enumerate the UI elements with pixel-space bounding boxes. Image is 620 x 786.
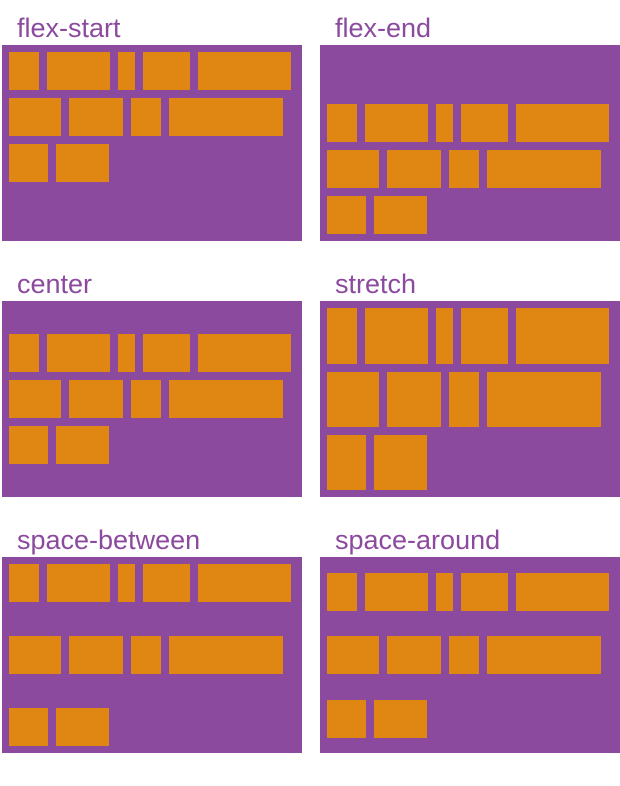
panel-title: stretch bbox=[335, 269, 417, 300]
flex-item bbox=[56, 426, 109, 465]
flex-item bbox=[387, 371, 441, 427]
flex-item bbox=[69, 636, 123, 675]
flex-item bbox=[9, 52, 39, 91]
flex-container bbox=[2, 301, 302, 498]
flex-container bbox=[320, 301, 620, 498]
flex-item bbox=[365, 308, 428, 364]
flex-item bbox=[9, 380, 61, 419]
flex-item bbox=[9, 426, 48, 465]
flex-item bbox=[487, 150, 601, 189]
flex-item bbox=[198, 334, 291, 373]
flex-item bbox=[327, 150, 379, 189]
flex-item bbox=[327, 434, 366, 491]
flex-item bbox=[118, 52, 135, 91]
flex-item bbox=[47, 564, 110, 603]
flex-item bbox=[118, 564, 135, 603]
flex-item bbox=[516, 308, 609, 364]
flex-item bbox=[436, 573, 453, 612]
flex-container bbox=[2, 45, 302, 242]
align-content-panel-flex-end: flex-end bbox=[320, 13, 620, 242]
flex-item bbox=[374, 434, 427, 491]
flex-item bbox=[365, 104, 428, 143]
flex-item bbox=[9, 636, 61, 675]
flex-item bbox=[449, 371, 479, 427]
flex-item bbox=[143, 52, 190, 91]
flex-item bbox=[198, 564, 291, 603]
align-content-panel-flex-start: flex-start bbox=[2, 13, 302, 242]
flex-item bbox=[387, 150, 441, 189]
flex-item bbox=[374, 196, 427, 235]
flex-container bbox=[2, 557, 302, 754]
panel-title: space-between bbox=[17, 525, 201, 556]
flex-item bbox=[9, 708, 48, 747]
flex-item bbox=[374, 699, 427, 738]
flex-item bbox=[516, 104, 609, 143]
flex-item bbox=[9, 98, 61, 137]
panel-title: space-around bbox=[335, 525, 501, 556]
flex-item bbox=[327, 196, 366, 235]
flex-item bbox=[69, 380, 123, 419]
flex-container bbox=[320, 557, 620, 754]
flex-item bbox=[449, 636, 479, 675]
flex-container bbox=[320, 45, 620, 242]
flex-item bbox=[131, 380, 161, 419]
flex-item bbox=[169, 380, 283, 419]
panel-title: flex-start bbox=[17, 13, 121, 43]
flex-item bbox=[47, 52, 110, 91]
flex-item bbox=[327, 308, 357, 364]
flex-item bbox=[118, 334, 135, 373]
flex-item bbox=[143, 564, 190, 603]
align-content-panel-space-between: space-between bbox=[2, 525, 302, 754]
flex-item bbox=[169, 636, 283, 675]
flex-item bbox=[56, 144, 109, 183]
flex-item bbox=[9, 334, 39, 373]
flex-item bbox=[327, 636, 379, 675]
flex-item bbox=[131, 98, 161, 137]
flex-item bbox=[143, 334, 190, 373]
flex-item bbox=[365, 573, 428, 612]
flex-item bbox=[131, 636, 161, 675]
flex-item bbox=[169, 98, 283, 137]
flex-item bbox=[487, 636, 601, 675]
align-content-panel-space-around: space-around bbox=[320, 525, 620, 754]
flex-item bbox=[327, 104, 357, 143]
panel-title: flex-end bbox=[335, 13, 432, 43]
flex-item bbox=[449, 150, 479, 189]
flex-item bbox=[69, 98, 123, 137]
flex-item bbox=[198, 52, 291, 91]
align-content-panel-stretch: stretch bbox=[320, 269, 620, 498]
panel-title: center bbox=[17, 269, 93, 300]
align-content-demo-grid: flex-start flex-end center stretch space… bbox=[2, 13, 620, 754]
flex-item bbox=[461, 308, 508, 364]
flex-item bbox=[327, 573, 357, 612]
flex-item bbox=[56, 708, 109, 747]
flex-item bbox=[516, 573, 609, 612]
flex-item bbox=[461, 104, 508, 143]
flex-item bbox=[9, 564, 39, 603]
flex-item bbox=[461, 573, 508, 612]
flex-item bbox=[9, 144, 48, 183]
flex-item bbox=[387, 636, 441, 675]
flex-item bbox=[487, 371, 601, 427]
flex-item bbox=[47, 334, 110, 373]
flex-item bbox=[436, 104, 453, 143]
flex-item bbox=[436, 308, 453, 364]
align-content-panel-center: center bbox=[2, 269, 302, 498]
flex-item bbox=[327, 371, 379, 427]
flex-item bbox=[327, 699, 366, 738]
